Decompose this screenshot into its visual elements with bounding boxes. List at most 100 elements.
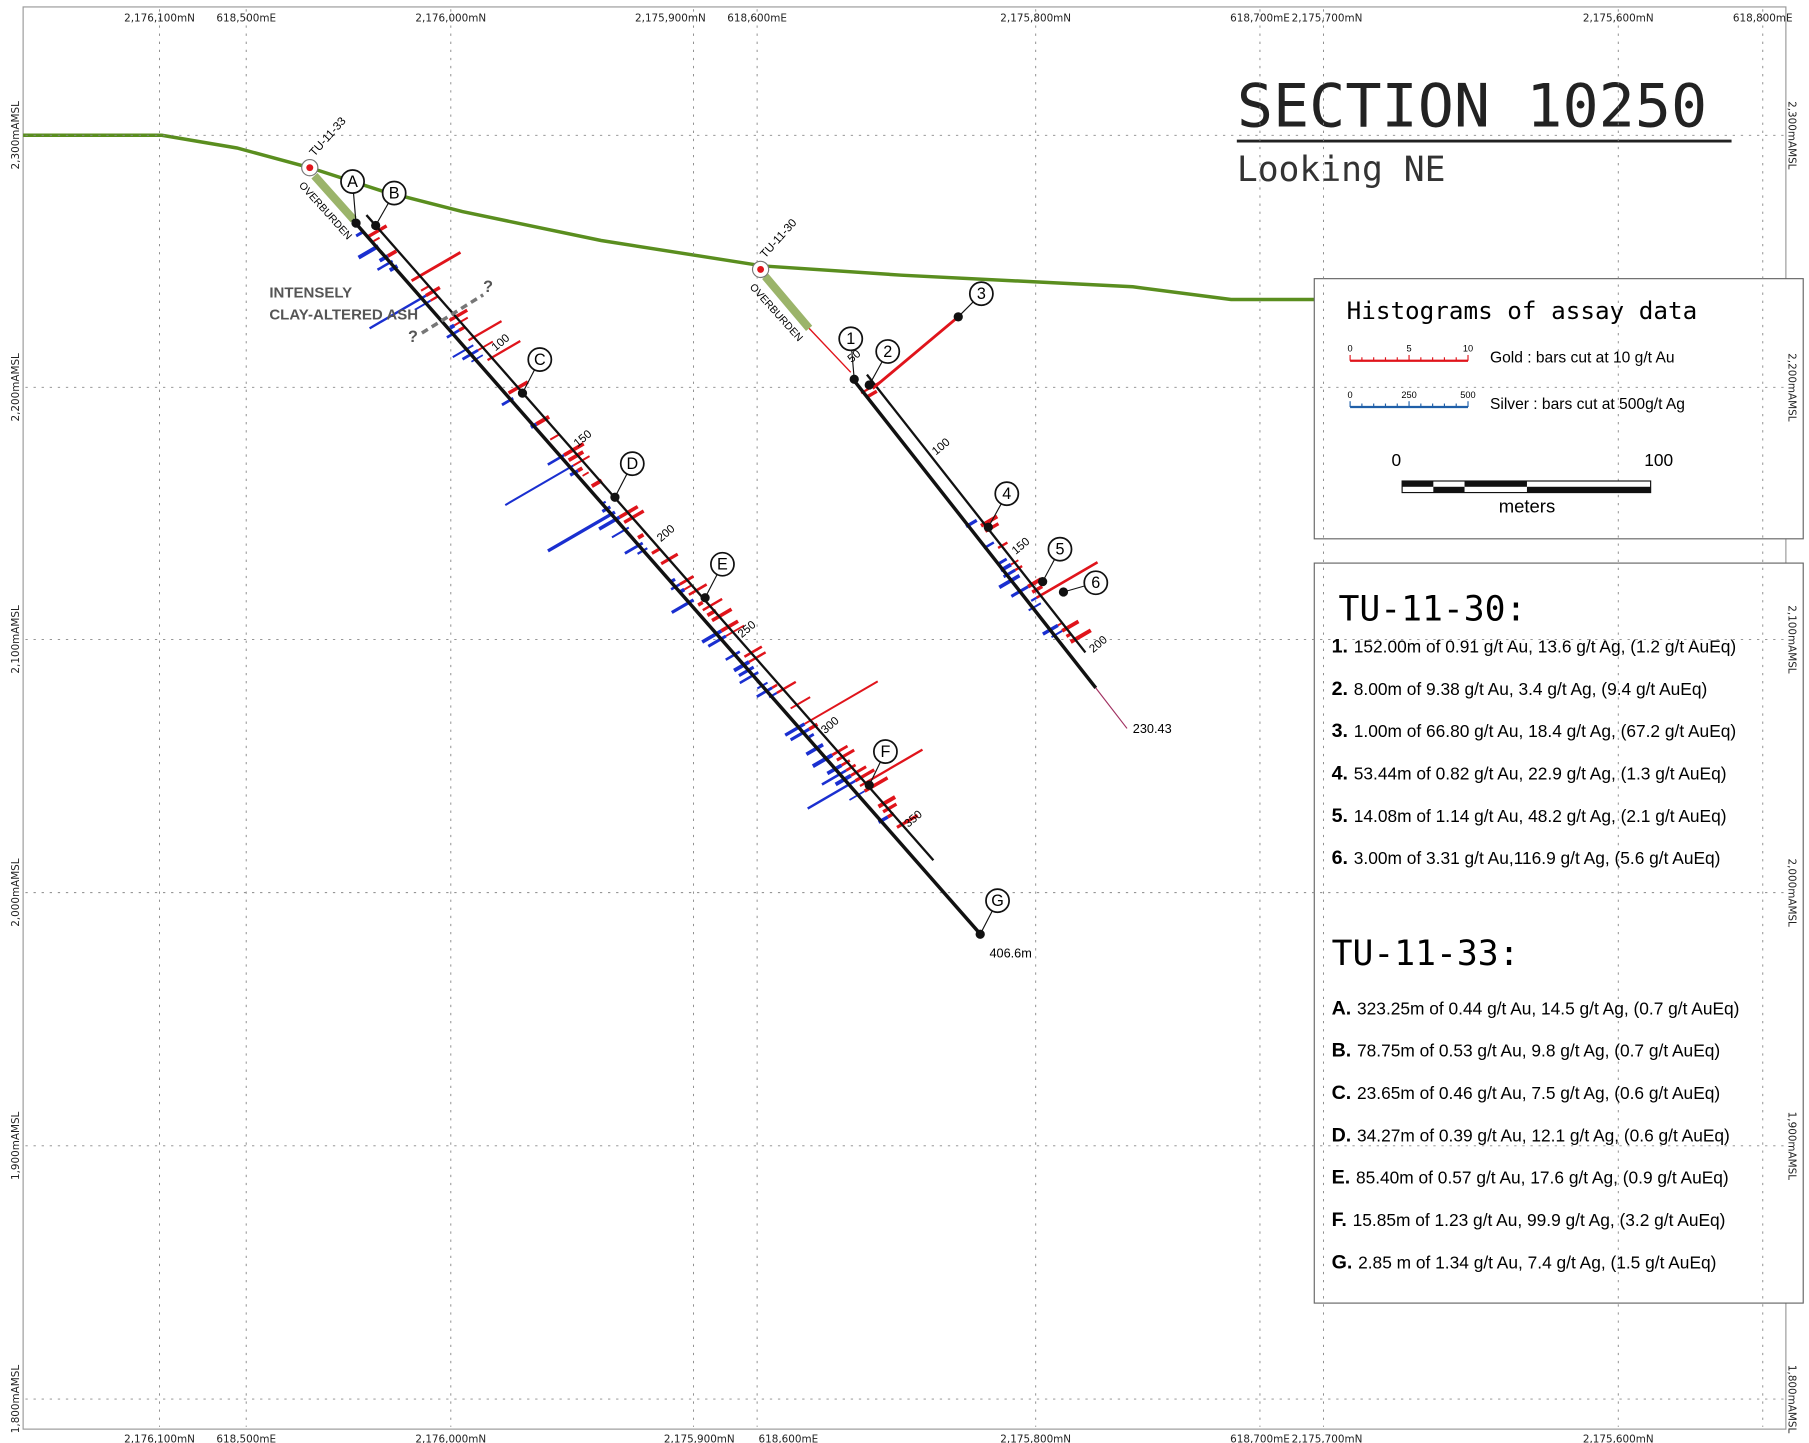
marker-circle <box>838 326 864 352</box>
gold-tick-label: 5 <box>1406 344 1411 354</box>
silver-bar <box>449 323 456 330</box>
topography <box>23 133 1318 302</box>
gold-bar <box>849 765 867 777</box>
bottom-coord-label: 618,600mE <box>759 1434 819 1443</box>
intercept-id: G. <box>1332 1252 1353 1274</box>
marker-circle <box>873 739 898 764</box>
marker-dot <box>371 220 381 231</box>
intercepts-box <box>1313 562 1804 1304</box>
marker-dot <box>953 312 963 322</box>
intercept-text: 85.40m of 0.57 g/t Au, 17.6 g/t Ag, (0.9… <box>1356 1167 1729 1187</box>
marker-label: A <box>347 173 358 191</box>
intercept-id: B. <box>1332 1040 1352 1062</box>
silver-bar <box>789 727 810 742</box>
top-coord-label: 2,175,800mN <box>1000 12 1071 24</box>
intercept-entry: C. 23.65m of 0.46 g/t Au, 7.5 g/t Ag, (0.… <box>1332 1082 1721 1104</box>
intercept-entry: 6. 3.00m of 3.31 g/t Au,116.9 g/t Ag, (5.… <box>1332 847 1721 869</box>
bottom-coord-label: 618,700mE <box>1230 1434 1290 1443</box>
silver-bar <box>739 671 759 685</box>
gold-bar <box>743 645 763 658</box>
gold-bar <box>771 683 778 689</box>
marker-label: 1 <box>846 330 855 348</box>
bottom-coord-label: 2,175,700mN <box>1292 1434 1363 1443</box>
elevation-label: 1,800mAMSL <box>1786 1365 1798 1434</box>
marker-circle <box>1047 536 1073 562</box>
silver-bar <box>1030 596 1038 602</box>
intercept-text: 34.27m of 0.39 g/t Au, 12.1 g/t Ag, (0.6… <box>1357 1125 1730 1145</box>
elevation-label: 2,100mAMSL <box>10 605 22 674</box>
marker-label: 5 <box>1055 541 1064 559</box>
intercept-text: 53.44m of 0.82 g/t Au, 22.9 g/t Ag, (1.3… <box>1354 763 1727 783</box>
marker-dot <box>610 492 620 502</box>
gold-bar <box>831 744 849 757</box>
gold-bar <box>1035 561 1099 599</box>
marker-circle <box>527 347 553 373</box>
marker-label: 6 <box>1091 574 1100 592</box>
silver-tick-label: 250 <box>1401 390 1416 400</box>
annotation: INTENSELY <box>269 285 352 302</box>
scale-segment <box>1402 481 1434 487</box>
gold-bar <box>720 619 739 633</box>
intercept-id: A. <box>1332 998 1352 1020</box>
subtitle: Looking NE <box>1237 150 1446 190</box>
intercept-entry: G. 2.85 m of 1.34 g/t Au, 7.4 g/t Ag, (1.… <box>1332 1252 1717 1274</box>
gold-bar <box>683 584 693 591</box>
scale-segment <box>1526 486 1651 493</box>
legend-box <box>1313 278 1804 540</box>
gold-bar <box>877 795 897 809</box>
overburden <box>311 173 357 223</box>
bottom-coord-label: 2,175,600mN <box>1583 1434 1654 1443</box>
silver-bar <box>808 733 815 739</box>
gold-bar <box>688 583 708 596</box>
intercept-id: 3. <box>1332 720 1348 742</box>
marker-circle <box>875 339 901 364</box>
bottom-coord-label: 2,175,900mN <box>664 1434 735 1443</box>
silver-bar <box>701 629 723 644</box>
marker-label: 2 <box>883 343 892 361</box>
intercept-entry: 4. 53.44m of 0.82 g/t Au, 22.9 g/t Ag, (1… <box>1332 763 1727 785</box>
marker-dot <box>351 218 361 228</box>
silver-bar <box>725 650 741 661</box>
intercept-entry: F. 15.85m of 1.23 g/t Au, 99.9 g/t Ag, (3… <box>1332 1209 1726 1231</box>
intercept-text: 8.00m of 9.38 g/t Au, 3.4 g/t Ag, (9.4 g… <box>1354 678 1707 698</box>
top-coord-label: 618,700mE <box>1230 12 1290 24</box>
marker-circle <box>968 281 994 307</box>
top-coord-label: 618,600mE <box>727 12 787 24</box>
scale-tick-label: 100 <box>1644 450 1673 470</box>
gold-bar <box>840 759 851 767</box>
gold-tick-label: 0 <box>1348 344 1353 354</box>
silver-bar <box>738 665 755 678</box>
end-depth: 406.6m <box>989 945 1031 960</box>
intercept-entry: B. 78.75m of 0.53 g/t Au, 9.8 g/t Ag, (0.… <box>1332 1040 1721 1062</box>
intercept-entry: 5. 14.08m of 1.14 g/t Au, 48.2 g/t Ag, (2… <box>1332 805 1727 827</box>
marker-dot <box>1038 576 1048 587</box>
drill-trace-offset <box>365 214 935 862</box>
gold-bar <box>623 509 645 524</box>
marker-label: D <box>626 455 638 473</box>
marker-dot <box>517 388 528 398</box>
gold-bar <box>859 748 924 787</box>
silver-bar <box>756 686 773 698</box>
intercept-id: C. <box>1332 1082 1352 1104</box>
intercept-text: 15.85m of 1.23 g/t Au, 99.9 g/t Ag, (3.2… <box>1353 1210 1726 1230</box>
gold-label: Gold : bars cut at 10 g/t Au <box>1490 350 1675 367</box>
gold-bar <box>567 450 585 462</box>
silver-bar <box>1028 602 1042 612</box>
silver-bar <box>504 464 574 506</box>
hole-upper <box>808 327 852 373</box>
gold-bar <box>582 471 590 477</box>
gold-bar <box>882 802 898 814</box>
silver-tick-label: 0 <box>1348 390 1353 400</box>
gold-bar <box>1031 584 1044 594</box>
scale-segment <box>1464 481 1527 487</box>
marker-circle <box>710 551 735 577</box>
silver-bar <box>707 634 727 648</box>
top-coord-label: 2,175,600mN <box>1583 12 1654 24</box>
elevation-label: 1,900mAMSL <box>1786 1112 1798 1181</box>
bottom-coord-label: 618,500mE <box>216 1434 276 1443</box>
marker-circle <box>985 888 1010 914</box>
silver-bar <box>470 354 484 363</box>
gold-bar <box>576 466 584 473</box>
gold-bar <box>368 224 388 238</box>
elevation-label: 2,200mAMSL <box>10 353 22 422</box>
